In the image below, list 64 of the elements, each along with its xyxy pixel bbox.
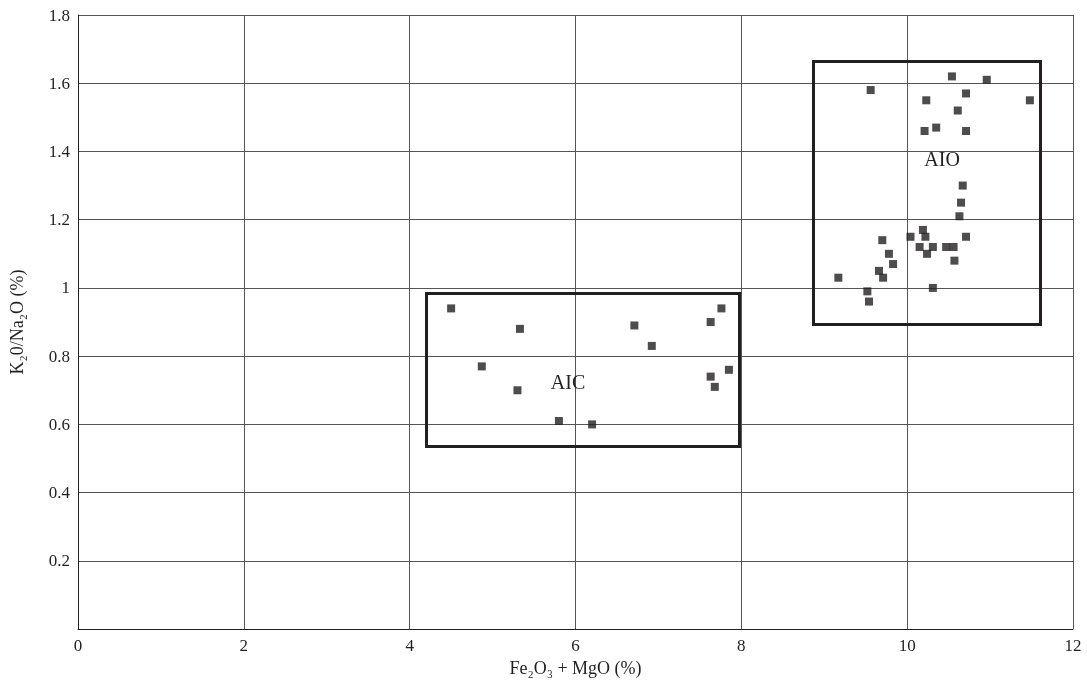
y-tick-label: 1.6 — [48, 73, 70, 93]
y-tick-label: 1.8 — [48, 5, 70, 25]
point — [863, 287, 872, 296]
point — [878, 236, 887, 245]
point — [921, 232, 930, 241]
y-tick-label: 0.6 — [48, 414, 70, 434]
point — [955, 212, 964, 221]
point — [865, 297, 874, 306]
point — [918, 225, 927, 234]
y-tick-label: 0.8 — [48, 346, 70, 366]
point — [958, 181, 967, 190]
y-tick-label: 0.4 — [48, 483, 71, 503]
point — [982, 75, 991, 84]
point — [554, 416, 563, 425]
point — [447, 304, 456, 313]
y-tick-label: 1.2 — [48, 210, 70, 230]
x-tick-label: 8 — [737, 636, 746, 656]
point — [1025, 96, 1034, 105]
x-tick-label: 4 — [405, 636, 415, 656]
point — [915, 242, 924, 251]
point — [706, 318, 715, 327]
x-axis-title: Fe₂O₃ + MgO (%) — [509, 658, 642, 679]
point — [962, 89, 971, 98]
point — [515, 324, 524, 333]
point — [928, 283, 937, 292]
x-tick-label: 6 — [571, 636, 580, 656]
y-tick-label: 0.2 — [48, 551, 70, 571]
point — [513, 386, 522, 395]
point — [928, 242, 937, 251]
point — [588, 420, 597, 429]
point — [630, 321, 639, 330]
x-tick-label: 12 — [1064, 636, 1082, 656]
point — [724, 365, 733, 374]
point — [957, 198, 966, 207]
point — [884, 249, 893, 258]
point — [710, 382, 719, 391]
point — [477, 362, 486, 371]
point — [953, 106, 962, 115]
point — [932, 123, 941, 132]
annotation: AIO — [924, 147, 960, 171]
point — [879, 273, 888, 282]
point — [906, 232, 915, 241]
point — [949, 242, 958, 251]
y-tick-label: 1 — [61, 278, 70, 298]
x-tick-label: 10 — [898, 636, 916, 656]
point — [950, 256, 959, 265]
y-axis-title: K₂0/Na₂O (%) — [7, 269, 28, 375]
x-tick-label: 2 — [239, 636, 249, 656]
point — [962, 232, 971, 241]
point — [834, 273, 843, 282]
point — [866, 86, 875, 95]
x-tick-label: 0 — [73, 636, 83, 656]
point — [922, 96, 931, 105]
point — [942, 242, 951, 251]
point — [706, 372, 715, 381]
y-tick-label: 1.4 — [48, 141, 71, 161]
point — [889, 260, 898, 269]
point — [717, 304, 726, 313]
point — [962, 127, 971, 135]
point — [647, 341, 656, 350]
point — [920, 127, 929, 135]
point — [874, 266, 883, 275]
point — [947, 72, 956, 81]
point — [923, 249, 932, 258]
